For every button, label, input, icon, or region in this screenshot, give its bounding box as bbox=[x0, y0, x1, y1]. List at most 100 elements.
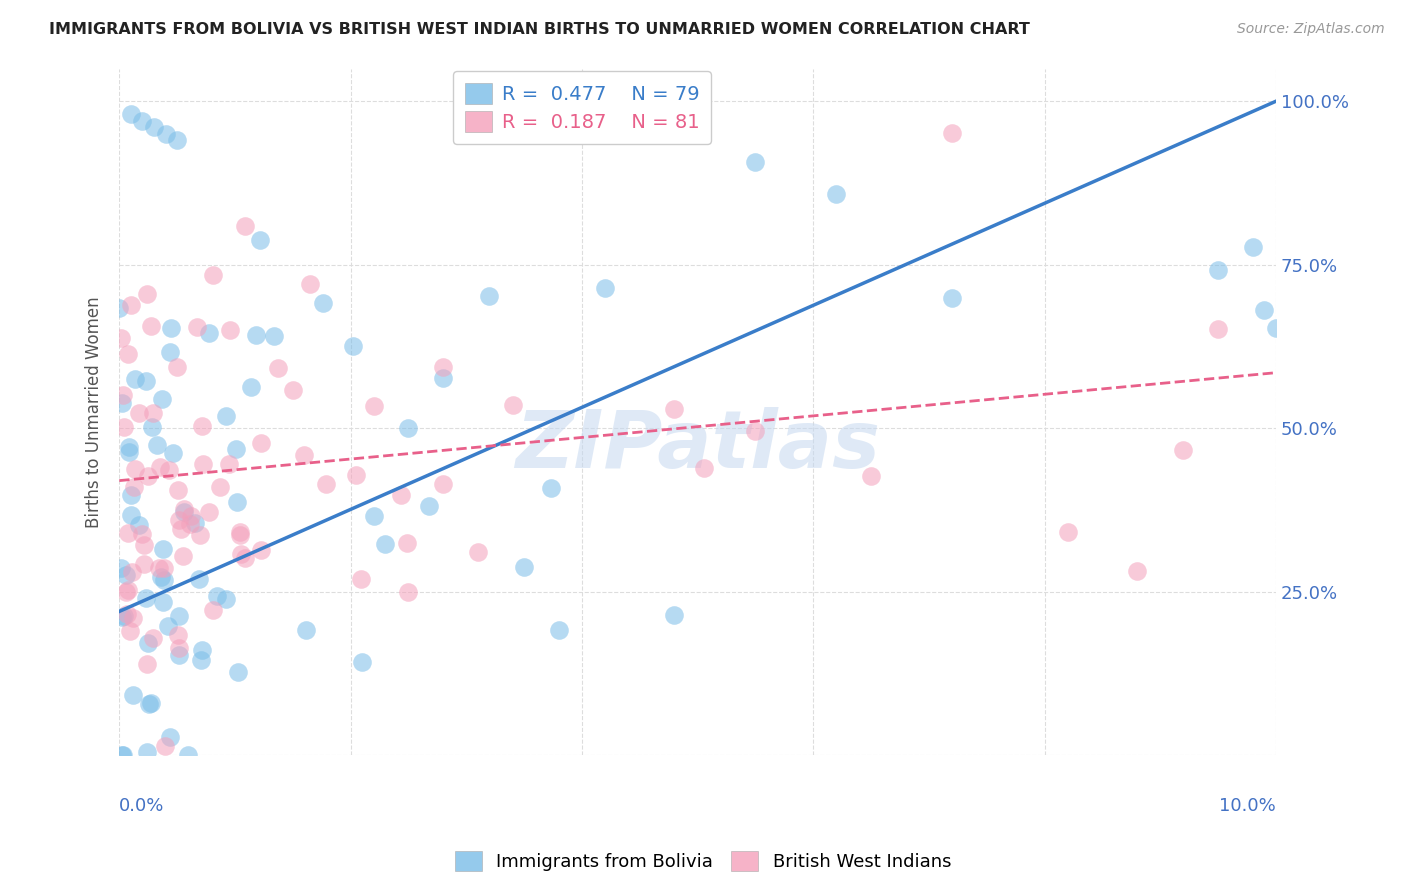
Point bbox=[138, 697, 160, 711]
Point bbox=[263, 328, 285, 343]
Point bbox=[418, 499, 440, 513]
Point bbox=[112, 420, 135, 434]
Point bbox=[245, 328, 267, 343]
Point bbox=[187, 572, 209, 586]
Point bbox=[540, 481, 562, 495]
Point bbox=[229, 527, 252, 541]
Point bbox=[1126, 564, 1149, 578]
Point bbox=[693, 461, 716, 475]
Point bbox=[153, 573, 176, 587]
Point bbox=[112, 748, 135, 763]
Point bbox=[117, 525, 139, 540]
Point bbox=[311, 295, 333, 310]
Point bbox=[744, 425, 766, 439]
Point bbox=[478, 289, 501, 303]
Point bbox=[202, 602, 225, 616]
Point bbox=[124, 462, 146, 476]
Point bbox=[155, 127, 177, 141]
Point bbox=[1241, 240, 1264, 254]
Text: Source: ZipAtlas.com: Source: ZipAtlas.com bbox=[1237, 22, 1385, 37]
Point bbox=[350, 572, 373, 586]
Point bbox=[315, 477, 337, 491]
Point bbox=[208, 480, 231, 494]
Point bbox=[131, 113, 153, 128]
Point bbox=[108, 301, 131, 315]
Point bbox=[135, 374, 157, 388]
Point bbox=[111, 396, 134, 410]
Point bbox=[142, 406, 165, 420]
Point bbox=[121, 610, 143, 624]
Point bbox=[664, 608, 686, 623]
Point bbox=[128, 517, 150, 532]
Point bbox=[110, 561, 132, 575]
Point bbox=[249, 436, 271, 450]
Point bbox=[167, 640, 190, 655]
Point bbox=[135, 286, 157, 301]
Point bbox=[198, 326, 221, 340]
Point bbox=[292, 448, 315, 462]
Point bbox=[160, 320, 183, 334]
Point bbox=[152, 595, 174, 609]
Point bbox=[128, 407, 150, 421]
Point bbox=[172, 549, 194, 563]
Point bbox=[1253, 303, 1275, 318]
Point bbox=[110, 331, 132, 345]
Point bbox=[110, 610, 132, 624]
Legend: R =  0.477    N = 79, R =  0.187    N = 81: R = 0.477 N = 79, R = 0.187 N = 81 bbox=[453, 71, 711, 144]
Point bbox=[188, 528, 211, 542]
Point bbox=[941, 292, 963, 306]
Point bbox=[198, 505, 221, 519]
Point bbox=[193, 457, 215, 471]
Point bbox=[299, 277, 322, 292]
Point bbox=[344, 468, 367, 483]
Point bbox=[135, 591, 157, 605]
Point bbox=[153, 739, 176, 753]
Point bbox=[215, 409, 238, 424]
Point bbox=[202, 268, 225, 283]
Point bbox=[186, 319, 208, 334]
Point bbox=[547, 624, 569, 638]
Point bbox=[167, 513, 190, 527]
Point bbox=[219, 323, 242, 337]
Point bbox=[860, 468, 883, 483]
Point bbox=[153, 561, 176, 575]
Point bbox=[190, 653, 212, 667]
Point bbox=[235, 551, 257, 566]
Text: IMMIGRANTS FROM BOLIVIA VS BRITISH WEST INDIAN BIRTHS TO UNMARRIED WOMEN CORRELA: IMMIGRANTS FROM BOLIVIA VS BRITISH WEST … bbox=[49, 22, 1031, 37]
Point bbox=[141, 696, 163, 710]
Text: 0.0%: 0.0% bbox=[120, 797, 165, 814]
Y-axis label: Births to Unmarried Women: Births to Unmarried Women bbox=[86, 296, 103, 528]
Point bbox=[115, 584, 138, 599]
Point bbox=[139, 318, 162, 333]
Point bbox=[149, 570, 172, 584]
Point bbox=[121, 565, 143, 579]
Point bbox=[240, 379, 263, 393]
Point bbox=[150, 392, 173, 406]
Point bbox=[167, 648, 190, 662]
Point bbox=[177, 748, 200, 763]
Point bbox=[398, 585, 420, 599]
Point bbox=[167, 609, 190, 624]
Point bbox=[267, 360, 290, 375]
Point bbox=[180, 509, 202, 524]
Point bbox=[374, 537, 396, 551]
Point bbox=[1265, 321, 1288, 335]
Point bbox=[112, 609, 135, 624]
Point bbox=[467, 545, 489, 559]
Point bbox=[136, 469, 159, 483]
Point bbox=[1206, 322, 1229, 336]
Point bbox=[513, 560, 536, 574]
Text: 10.0%: 10.0% bbox=[1219, 797, 1277, 814]
Point bbox=[183, 516, 205, 531]
Point bbox=[167, 628, 190, 642]
Point bbox=[352, 655, 374, 669]
Point bbox=[363, 399, 385, 413]
Point bbox=[111, 748, 134, 763]
Point bbox=[136, 657, 159, 672]
Point bbox=[233, 219, 256, 233]
Point bbox=[136, 745, 159, 759]
Point bbox=[169, 523, 191, 537]
Point bbox=[136, 636, 159, 650]
Point bbox=[218, 457, 240, 471]
Point bbox=[744, 155, 766, 169]
